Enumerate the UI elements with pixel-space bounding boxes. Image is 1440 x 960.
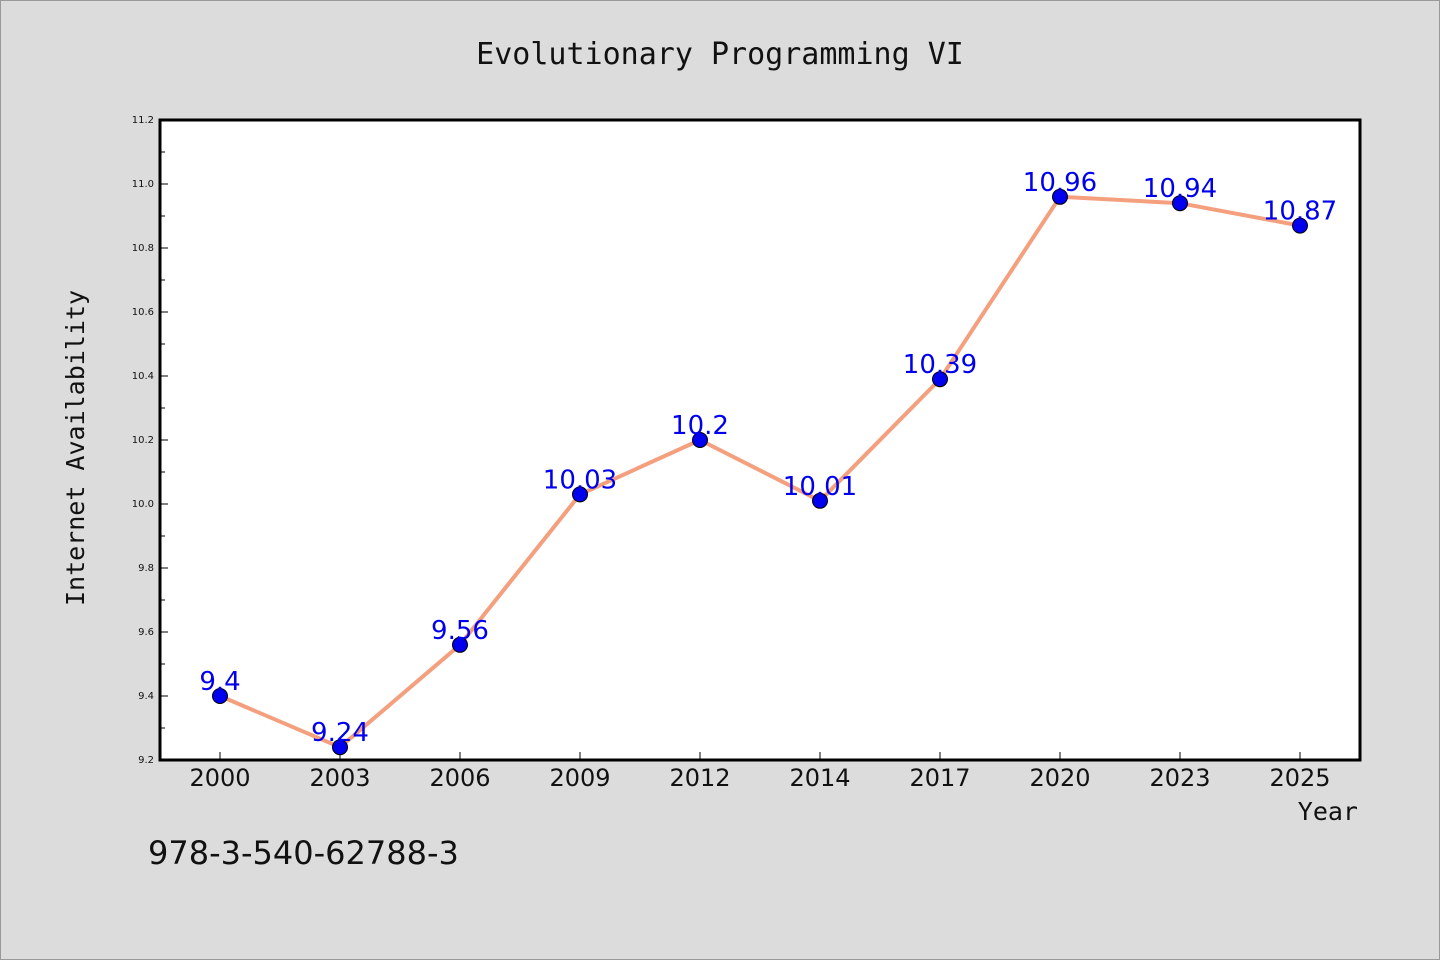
data-label: 10.39 bbox=[903, 350, 977, 380]
y-axis-label: Internet Availability bbox=[61, 290, 90, 606]
data-label: 10.96 bbox=[1023, 168, 1097, 198]
data-label: 10.94 bbox=[1143, 174, 1217, 204]
data-label: 10.87 bbox=[1263, 197, 1337, 227]
footer-isbn: 978-3-540-62788-3 bbox=[148, 834, 459, 872]
y-tick-label: 9.4 bbox=[138, 691, 154, 702]
data-label: 9.4 bbox=[199, 667, 240, 697]
data-point bbox=[212, 688, 228, 704]
data-point bbox=[572, 486, 588, 503]
series-layer: 9.4 9.24 9.56 10.03 10.2 10.01 10.39 10.96 10.94… bbox=[199, 168, 1337, 756]
plot-area bbox=[158, 118, 1362, 762]
y-tick-label: 9.8 bbox=[138, 563, 154, 574]
y-tick-label: 9.2 bbox=[138, 755, 154, 766]
x-tick-label: 2025 bbox=[1269, 764, 1330, 792]
data-label: 10.01 bbox=[783, 472, 857, 502]
y-tick-label: 10.0 bbox=[132, 499, 154, 510]
data-label: 10.03 bbox=[543, 465, 617, 495]
y-tick-label: 9.6 bbox=[138, 627, 154, 638]
x-axis-label: Year bbox=[1298, 797, 1358, 826]
chart-title: Evolutionary Programming VI bbox=[476, 37, 964, 72]
data-point bbox=[1292, 217, 1308, 234]
data-point bbox=[452, 636, 468, 653]
x-tick-label: 2014 bbox=[789, 764, 850, 792]
y-tick-label: 10.6 bbox=[132, 307, 154, 318]
x-tick-label: 2023 bbox=[1149, 764, 1210, 792]
data-point bbox=[332, 739, 348, 756]
y-tick-label: 10.4 bbox=[132, 371, 154, 382]
x-tick-label: 2017 bbox=[909, 764, 970, 792]
x-axis-ticks: 2000 2003 2006 2009 2012 2014 2017 2020 2023 2025 bbox=[189, 752, 1331, 792]
data-label: 9.56 bbox=[431, 616, 489, 646]
y-tick-label: 11.0 bbox=[132, 179, 154, 190]
x-tick-label: 2009 bbox=[549, 764, 610, 792]
data-label: 9.24 bbox=[311, 718, 369, 748]
data-point bbox=[1172, 195, 1188, 212]
y-tick-label: 10.2 bbox=[132, 435, 154, 446]
data-point bbox=[932, 371, 948, 388]
data-point bbox=[692, 432, 708, 448]
x-tick-label: 2006 bbox=[429, 764, 490, 792]
x-tick-label: 2000 bbox=[189, 764, 250, 792]
series-line bbox=[219, 194, 1301, 750]
y-tick-label: 10.8 bbox=[132, 243, 154, 254]
x-tick-label: 2003 bbox=[309, 764, 370, 792]
data-point bbox=[1052, 188, 1068, 205]
y-axis-ticks: 9.2 9.4 9.6 9.8 10.0 10.2 10.4 10.6 10.8 11.0 11.2 bbox=[132, 115, 168, 766]
x-tick-label: 2020 bbox=[1029, 764, 1090, 792]
data-point bbox=[812, 492, 828, 509]
data-label: 10.2 bbox=[671, 411, 729, 441]
y-tick-label: 11.2 bbox=[132, 115, 154, 126]
x-tick-label: 2012 bbox=[669, 764, 730, 792]
